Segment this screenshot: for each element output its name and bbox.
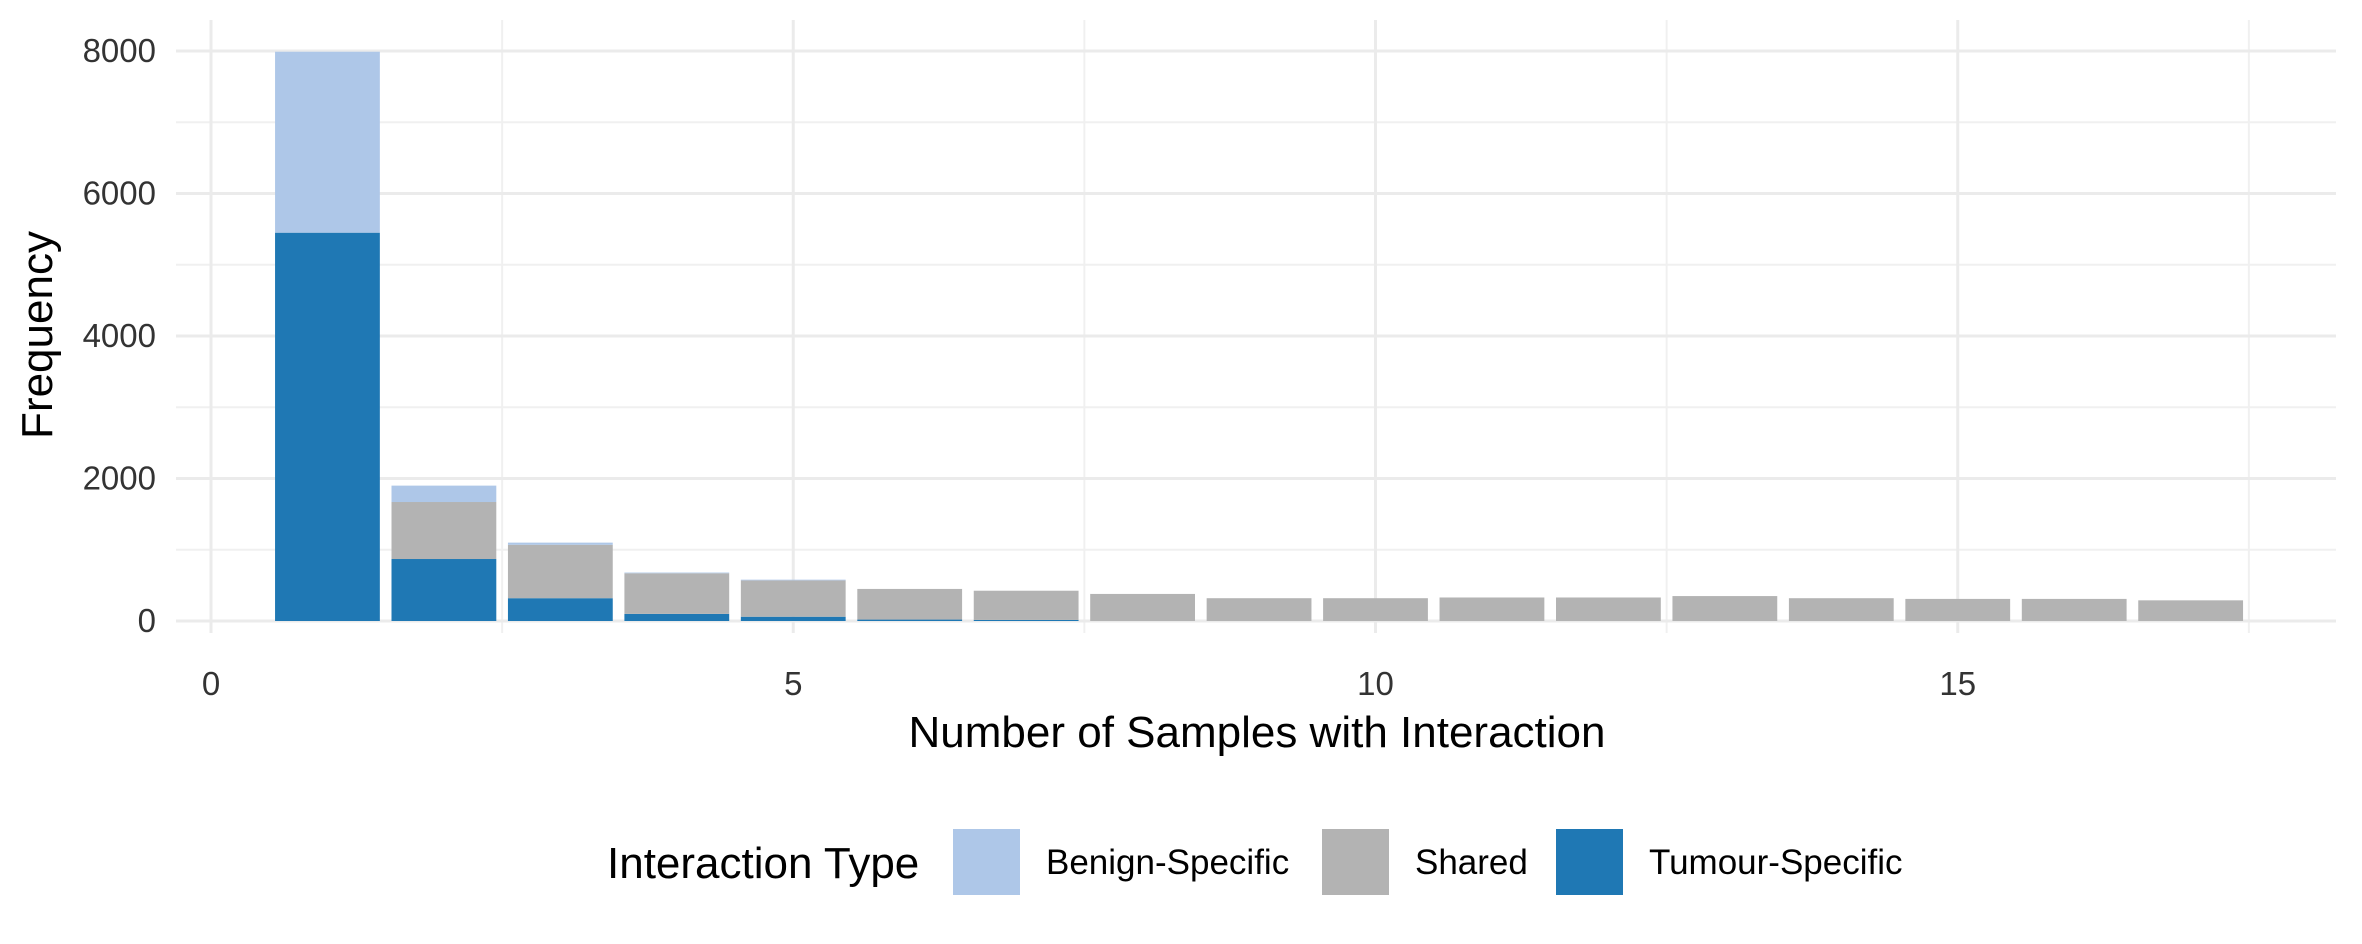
bar-shared-12 bbox=[1555, 597, 1661, 621]
legend-title: Interaction Type bbox=[607, 839, 919, 888]
legend: Interaction Type Benign-Specific Shared Tu… bbox=[607, 829, 1903, 895]
bar-tumour-specific-5 bbox=[740, 616, 846, 621]
bar-shared-8 bbox=[1090, 593, 1196, 621]
bar-shared-10 bbox=[1323, 598, 1428, 621]
bar-shared-16 bbox=[2021, 598, 2127, 621]
bar-shared-9 bbox=[1206, 598, 1312, 621]
y-tick-label: 4000 bbox=[83, 317, 156, 354]
bar-tumour-specific-7 bbox=[973, 619, 1079, 621]
y-tick-label: 2000 bbox=[83, 460, 156, 497]
legend-key-tumour-specific bbox=[1556, 829, 1623, 895]
y-tick-label: 8000 bbox=[83, 32, 156, 69]
bar-shared-17 bbox=[2138, 600, 2244, 621]
bar-tumour-specific-2 bbox=[391, 559, 497, 621]
x-tick-labels: 0 5 10 15 bbox=[202, 665, 1976, 702]
major-gridlines bbox=[176, 20, 2336, 633]
x-tick-label: 0 bbox=[202, 665, 220, 702]
bar-benign-specific-4 bbox=[624, 572, 730, 574]
bar-shared-15 bbox=[1905, 598, 2011, 621]
bar-tumour-specific-1 bbox=[275, 232, 380, 621]
bar-benign-specific-3 bbox=[507, 542, 613, 545]
y-tick-labels: 0 2000 4000 6000 8000 bbox=[83, 32, 156, 639]
bar-shared-5 bbox=[740, 580, 846, 617]
bar-shared-11 bbox=[1439, 597, 1545, 621]
bar-shared-7 bbox=[973, 590, 1079, 620]
bars bbox=[275, 51, 2244, 621]
y-axis-title: Frequency bbox=[13, 231, 62, 439]
x-axis-title: Number of Samples with Interaction bbox=[909, 708, 1606, 757]
x-tick-label: 15 bbox=[1939, 665, 1976, 702]
bar-shared-3 bbox=[507, 544, 613, 599]
legend-label-tumour-specific: Tumour-Specific bbox=[1649, 843, 1903, 882]
legend-key-shared bbox=[1322, 829, 1389, 895]
bar-shared-2 bbox=[391, 502, 497, 560]
bar-benign-specific-1 bbox=[275, 51, 380, 233]
bar-shared-4 bbox=[624, 573, 730, 614]
y-tick-label: 6000 bbox=[83, 175, 156, 212]
legend-label-shared: Shared bbox=[1415, 843, 1528, 882]
legend-key-benign-specific bbox=[953, 829, 1020, 895]
x-tick-label: 5 bbox=[784, 665, 802, 702]
bar-shared-13 bbox=[1672, 596, 1778, 621]
bar-shared-14 bbox=[1788, 598, 1894, 621]
bar-tumour-specific-4 bbox=[624, 613, 730, 621]
y-tick-label: 0 bbox=[138, 602, 156, 639]
bar-tumour-specific-3 bbox=[507, 598, 613, 621]
bar-tumour-specific-6 bbox=[857, 619, 963, 621]
bar-shared-6 bbox=[857, 588, 963, 620]
minor-gridlines bbox=[176, 20, 2336, 633]
legend-label-benign-specific: Benign-Specific bbox=[1046, 843, 1289, 882]
x-tick-label: 10 bbox=[1357, 665, 1394, 702]
bar-benign-specific-5 bbox=[740, 579, 846, 581]
bar-benign-specific-2 bbox=[391, 485, 497, 503]
